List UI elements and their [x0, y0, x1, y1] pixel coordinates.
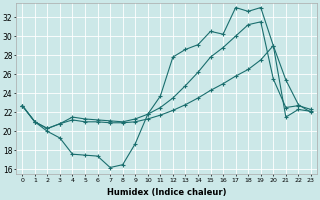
X-axis label: Humidex (Indice chaleur): Humidex (Indice chaleur) [107, 188, 226, 197]
